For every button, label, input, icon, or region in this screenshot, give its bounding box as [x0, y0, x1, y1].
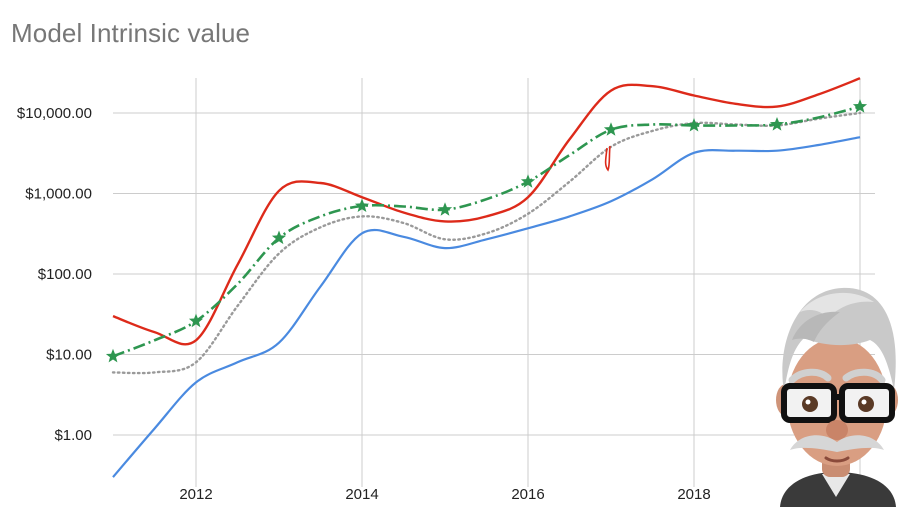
y-tick-label: $10.00 — [46, 347, 92, 364]
star-marker — [769, 117, 785, 131]
y-tick-label: $100.00 — [38, 266, 92, 283]
presenter-avatar — [770, 282, 903, 507]
x-tick-labels: 201220142016201820 — [179, 486, 868, 503]
x-tick-label: 2016 — [511, 486, 544, 503]
series-line-solid-red — [112, 77, 861, 346]
x-tick-label: 2014 — [345, 486, 378, 503]
star-marker — [354, 198, 370, 212]
y-tick-label: $1.00 — [54, 427, 92, 444]
star-marker — [852, 99, 868, 113]
star-marker — [188, 313, 204, 328]
x-tick-label: 2018 — [677, 486, 710, 503]
star-marker — [686, 118, 702, 132]
y-tick-label: $1,000.00 — [25, 186, 92, 203]
star-marker — [105, 348, 121, 363]
series-line-dash-dot-green-stars — [112, 105, 861, 358]
series-line-solid-blue — [112, 136, 861, 478]
y-tick-labels: $1.00 $10.00 $100.00 $1,000.00 $10,000.00 — [17, 105, 92, 444]
star-marker — [271, 230, 287, 245]
series-line-dotted-grey — [111, 111, 862, 375]
series-lines — [111, 77, 862, 478]
x-tick-label: 2012 — [179, 486, 212, 503]
series-markers — [105, 99, 868, 363]
star-marker — [520, 174, 536, 188]
y-tick-label: $10,000.00 — [17, 105, 92, 122]
star-marker — [437, 202, 453, 216]
star-marker — [603, 122, 619, 136]
chart-title: Model Intrinsic value — [11, 18, 251, 48]
annotation-scribble — [604, 145, 611, 172]
